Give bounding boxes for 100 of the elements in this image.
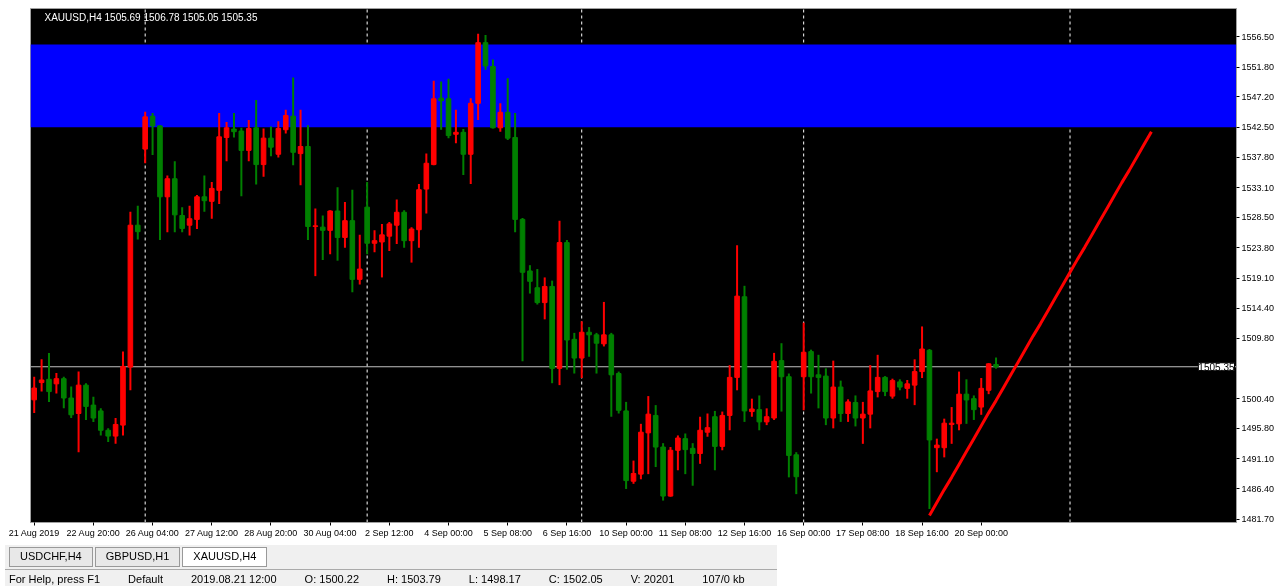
text: C: 1502.05	[548, 572, 603, 585]
x-tick-label: 27 Aug 12:00	[185, 527, 239, 538]
candlestick	[756, 394, 763, 432]
candlestick	[534, 268, 541, 306]
candlestick	[971, 394, 977, 421]
x-tick-label: 4 Sep 00:00	[424, 527, 473, 538]
x-tick-label: 17 Sep 08:00	[836, 527, 890, 538]
candlestick	[963, 378, 970, 425]
x-tick-label: 20 Sep 00:00	[954, 527, 1009, 538]
x-tick-label: 21 Aug 2019	[8, 527, 60, 538]
candlestick	[164, 174, 171, 234]
candlestick	[675, 434, 681, 472]
candlestick	[749, 397, 755, 418]
y-tick-label: 1486.40	[1241, 483, 1275, 494]
y-tick-label: 1491.10	[1241, 453, 1275, 464]
candlestick	[978, 377, 985, 416]
candlestick	[460, 128, 467, 176]
x-tick-label: 26 Aug 04:00	[125, 527, 179, 538]
text: 107/0 kb	[702, 572, 745, 585]
candlestick	[342, 200, 348, 249]
candlestick	[815, 353, 822, 410]
candlestick	[453, 108, 459, 145]
y-tick-label: 1547.20	[1241, 91, 1275, 102]
y-tick-label: 1509.80	[1241, 333, 1275, 344]
candlestick	[904, 378, 911, 400]
candlestick	[438, 80, 444, 131]
y-tick-label: 1528.50	[1241, 212, 1275, 223]
candlestick	[297, 108, 304, 187]
y-tick-label: 1500.40	[1241, 393, 1275, 404]
candlestick	[53, 371, 60, 395]
candlestick	[393, 198, 400, 245]
x-tick-label: 2 Sep 12:00	[365, 527, 414, 538]
candlestick	[497, 102, 504, 133]
candlestick	[408, 226, 415, 264]
candlestick	[319, 214, 326, 262]
text: L: 1498.17	[468, 572, 521, 585]
candlestick	[874, 353, 881, 399]
candlestick	[630, 459, 637, 485]
candlestick	[541, 276, 548, 321]
candlestick	[860, 400, 866, 445]
x-tick-label: 28 Aug 20:00	[244, 527, 298, 538]
text: 2019.08.21 12:00	[190, 572, 277, 585]
y-tick-label: 1556.50	[1241, 31, 1275, 42]
candlestick	[593, 331, 600, 375]
candlestick	[245, 119, 252, 163]
candlestick	[312, 207, 319, 278]
text: V: 20201	[630, 572, 675, 585]
x-tick-label: 18 Sep 16:00	[895, 527, 949, 538]
candlestick	[327, 209, 333, 256]
candlestick	[882, 375, 888, 398]
y-tick-label: 1537.80	[1241, 152, 1275, 163]
candlestick	[867, 364, 874, 430]
candlestick	[68, 385, 74, 420]
candlestick	[697, 415, 703, 465]
candlestick	[482, 33, 489, 71]
candlestick	[268, 125, 274, 158]
candlestick	[527, 264, 533, 295]
text: XAUUSD,H4	[182, 547, 268, 567]
candlestick	[356, 233, 363, 286]
x-tick-label: 11 Sep 08:00	[658, 527, 712, 538]
text: USDCHF,H4	[9, 547, 93, 567]
chart-title: XAUUSD,H4 1505.69 1506.78 1505.05 1505.35	[44, 11, 258, 23]
x-tick-label: 10 Sep 00:00	[599, 527, 653, 538]
candlestick	[31, 375, 37, 415]
x-tick-label: 5 Sep 08:00	[483, 527, 532, 538]
candlestick	[223, 121, 230, 163]
candlestick	[201, 174, 208, 213]
ref-line-label: 1505.35	[1198, 361, 1235, 373]
text: GBPUSD,H1	[94, 547, 181, 567]
line-series	[927, 130, 1153, 517]
x-tick-label: 6 Sep 16:00	[542, 527, 592, 538]
candlestick	[38, 358, 45, 393]
candlestick	[889, 377, 896, 400]
candlestick	[134, 204, 141, 241]
y-tick-label: 1542.50	[1241, 122, 1275, 133]
candlestick	[179, 206, 185, 234]
x-tick-label: 22 Aug 20:00	[66, 527, 120, 538]
candlestick	[586, 326, 592, 358]
candlestick	[682, 432, 689, 476]
x-tick-label: 12 Sep 16:00	[717, 527, 772, 538]
candlestick	[371, 229, 378, 254]
candlestick	[852, 394, 859, 428]
candlestick	[704, 412, 711, 438]
candlestick	[689, 442, 696, 487]
y-tick-label: 1533.10	[1241, 182, 1275, 193]
y-tick-label: 1481.70	[1241, 514, 1275, 525]
candlestick	[61, 375, 67, 410]
candlestick	[97, 407, 104, 437]
text: H: 1503.79	[387, 572, 441, 585]
text: Default	[128, 572, 163, 585]
candlestick	[282, 108, 289, 135]
candlestick	[46, 351, 52, 403]
y-tick-label: 1495.80	[1241, 423, 1275, 434]
text: For Help, press F1	[9, 572, 101, 585]
x-tick-label: 16 Sep 00:00	[776, 527, 831, 538]
candlestick	[845, 398, 851, 423]
y-tick-label: 1551.80	[1241, 62, 1275, 73]
y-tick-label: 1523.80	[1241, 242, 1275, 253]
text: O: 1500.22	[304, 572, 360, 585]
candlestick	[601, 300, 607, 348]
